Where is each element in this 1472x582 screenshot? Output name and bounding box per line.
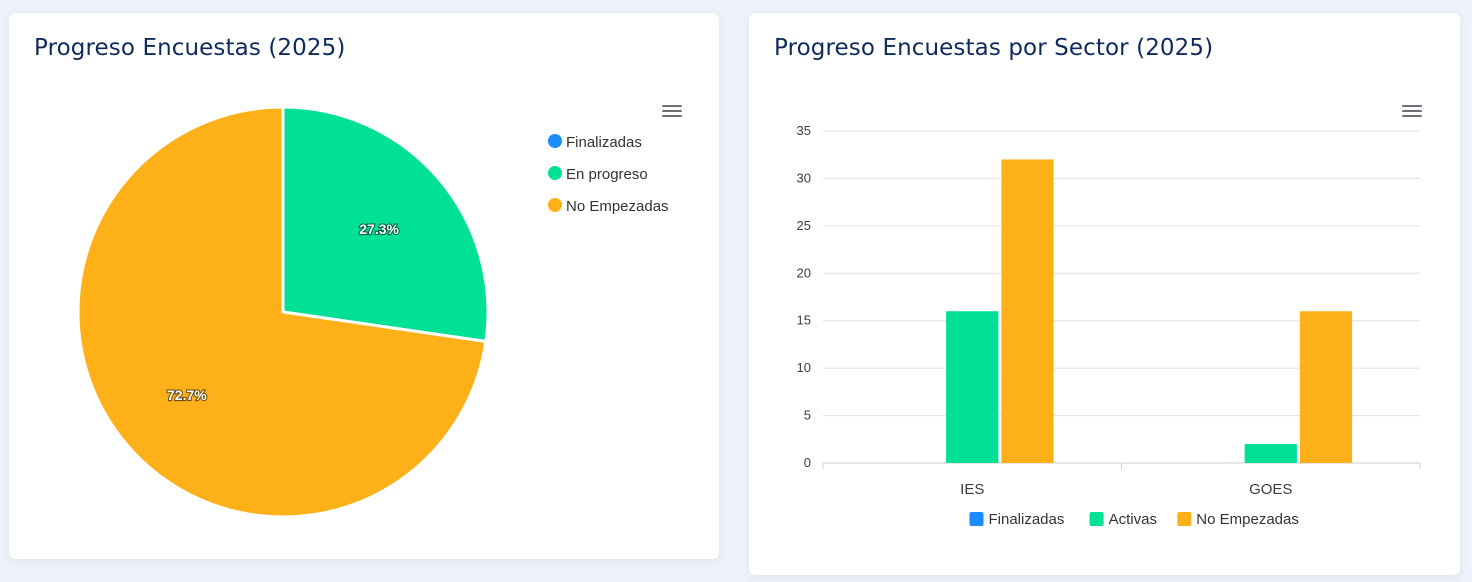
y-tick-label: 0 — [804, 455, 811, 470]
pie-slice-label: 72.7% — [167, 387, 207, 403]
legend-marker — [1177, 512, 1192, 526]
legend-label: Activas — [1109, 511, 1157, 528]
legend-label: No Empezadas — [566, 198, 669, 215]
bar-goes-activas — [1244, 444, 1297, 463]
hamburger-menu-icon[interactable] — [662, 102, 682, 118]
y-tick-label: 25 — [797, 218, 811, 233]
pie-slice-label: 27.3% — [359, 221, 399, 237]
pie-slice-en-progreso — [281, 105, 490, 344]
x-category-label: GOES — [1249, 481, 1292, 498]
y-tick-label: 30 — [797, 170, 811, 185]
pie-chart-card: Progreso Encuestas (2025) 27.3% 72.7% Fina… — [9, 13, 719, 559]
bar-chart-title: Progreso Encuestas por Sector (2025) — [774, 35, 1214, 61]
legend-marker — [1089, 512, 1104, 526]
legend-label: En progreso — [566, 166, 648, 183]
y-tick-label: 20 — [797, 265, 811, 280]
legend-marker — [548, 134, 562, 148]
bar-ies-activas — [946, 311, 999, 463]
x-category-label: IES — [960, 481, 984, 498]
y-tick-label: 15 — [797, 313, 811, 328]
legend-label: No Empezadas — [1196, 511, 1299, 528]
bar-chart: 0 5 10 15 20 25 30 35 IES GOES Finalizadas Activas N… — [797, 123, 1421, 528]
bar-chart-card: Progreso Encuestas por Sector (2025) 0 5 1… — [749, 13, 1460, 575]
y-tick-label: 10 — [797, 360, 811, 375]
pie-slice-no-empezadas — [76, 105, 488, 519]
bar-goes-no-empezadas — [1299, 311, 1353, 463]
legend-label: Finalizadas — [566, 134, 642, 151]
legend-marker — [969, 512, 984, 526]
legend-marker — [548, 166, 562, 180]
pie-chart: 27.3% 72.7% Finalizadas En progreso No Empez… — [76, 105, 669, 519]
y-tick-label: 35 — [797, 123, 811, 138]
bar-ies-no-empezadas — [1001, 159, 1054, 463]
hamburger-menu-icon[interactable] — [1402, 102, 1422, 118]
pie-chart-title: Progreso Encuestas (2025) — [34, 35, 346, 61]
legend-marker — [548, 198, 562, 212]
y-tick-label: 5 — [804, 408, 811, 423]
legend-label: Finalizadas — [989, 511, 1065, 528]
